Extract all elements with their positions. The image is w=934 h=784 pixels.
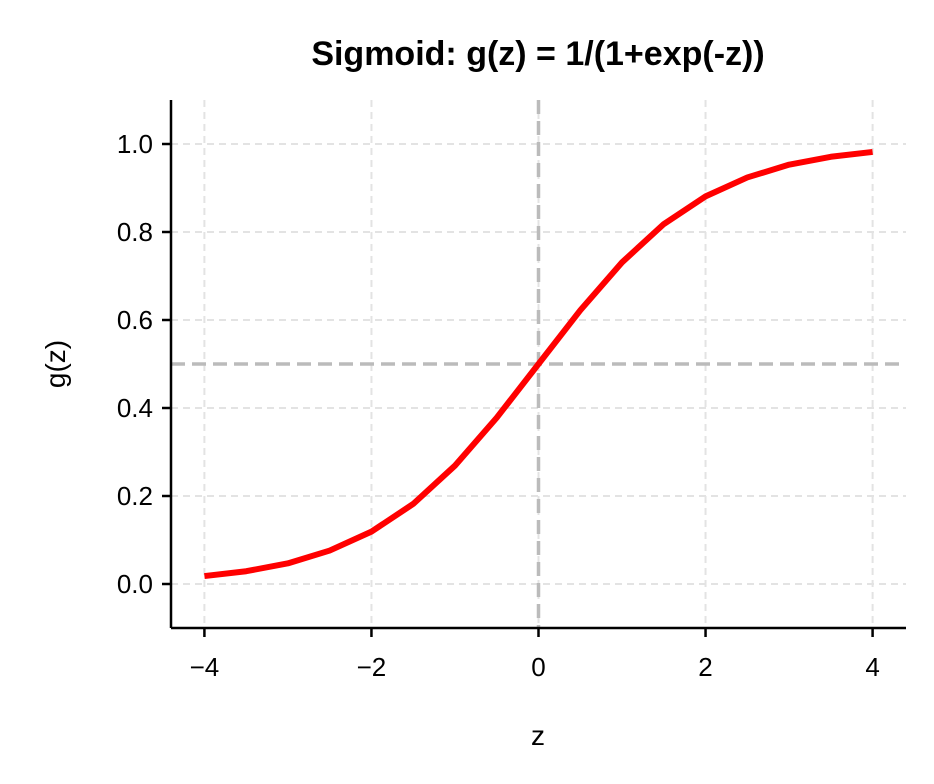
y-tick-label: 0.4 xyxy=(117,393,153,423)
y-tick-label: 0.2 xyxy=(117,481,153,511)
y-tick-label: 0.8 xyxy=(117,217,153,247)
y-tick-label: 1.0 xyxy=(117,129,153,159)
x-tick-label: −2 xyxy=(357,652,387,682)
chart-title: Sigmoid: g(z) = 1/(1+exp(-z)) xyxy=(311,35,764,73)
y-tick-label: 0.0 xyxy=(117,569,153,599)
x-tick-label: 0 xyxy=(531,652,545,682)
x-tick-label: 2 xyxy=(698,652,712,682)
y-tick-label: 0.6 xyxy=(117,305,153,335)
sigmoid-curve xyxy=(204,148,873,580)
x-tick-label: −4 xyxy=(190,652,220,682)
x-axis-label: z xyxy=(531,720,545,751)
y-axis-label: g(z) xyxy=(40,340,71,388)
x-tick-label: 4 xyxy=(865,652,879,682)
